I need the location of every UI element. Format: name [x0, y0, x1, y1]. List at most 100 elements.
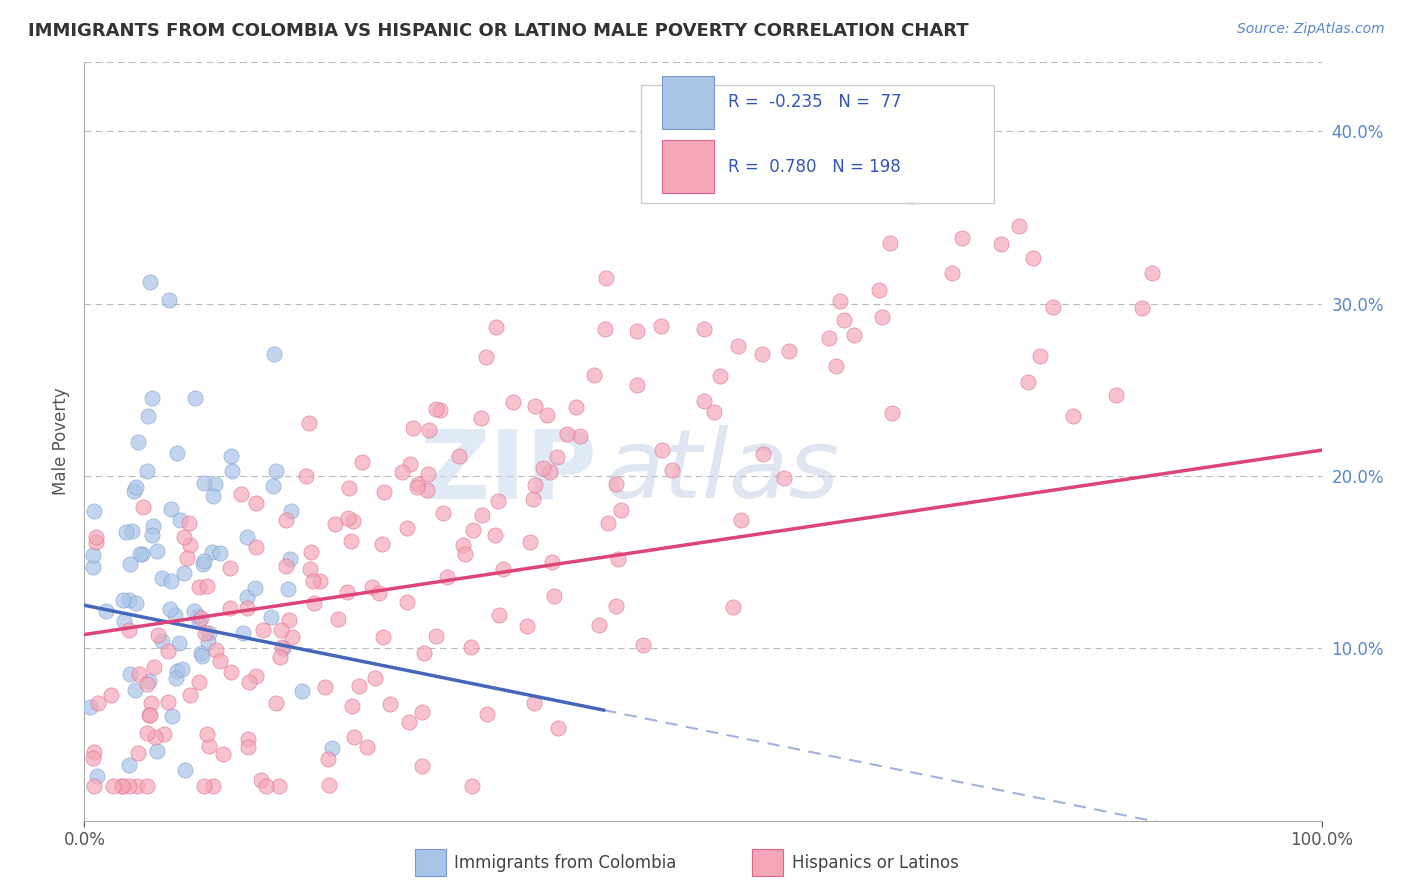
Point [156, 644, 179, 658]
Point [118, 593, 141, 607]
Point [371, 631, 394, 645]
Point [118, 779, 141, 793]
Point [336, 584, 359, 599]
Point [146, 628, 169, 642]
Point [395, 521, 418, 535]
Point [209, 654, 232, 668]
Point [212, 747, 235, 761]
Point [270, 623, 292, 637]
Point [245, 496, 267, 510]
Point [824, 359, 846, 374]
Point [122, 483, 145, 498]
Point [254, 779, 277, 793]
Point [221, 465, 243, 479]
Point [236, 530, 259, 544]
Point [880, 406, 903, 420]
Point [86, 769, 108, 783]
Point [818, 331, 841, 345]
Point [523, 696, 546, 710]
Point [205, 643, 228, 657]
Point [278, 552, 301, 566]
Point [236, 600, 259, 615]
Point [131, 547, 153, 561]
Point [396, 595, 419, 609]
Point [139, 696, 162, 710]
Point [87, 696, 110, 710]
Point [502, 395, 524, 409]
Point [879, 235, 901, 250]
Point [82, 750, 104, 764]
Point [425, 629, 447, 643]
Point [250, 773, 273, 788]
Point [595, 271, 617, 285]
Point [143, 660, 166, 674]
Point [453, 538, 475, 552]
Point [245, 540, 267, 554]
Point [522, 491, 544, 506]
Point [111, 779, 134, 793]
Text: R =  -0.235   N =  77: R = -0.235 N = 77 [728, 94, 901, 112]
Point [356, 740, 378, 755]
Point [1008, 219, 1031, 233]
Point [302, 574, 325, 588]
Point [138, 708, 160, 723]
Point [772, 470, 794, 484]
Point [721, 599, 744, 614]
Point [176, 551, 198, 566]
Point [460, 640, 482, 655]
Point [124, 683, 146, 698]
Point [834, 312, 856, 326]
Point [209, 546, 232, 560]
Point [541, 555, 564, 569]
Point [398, 714, 420, 729]
Point [488, 607, 510, 622]
Point [1042, 301, 1064, 315]
Point [100, 688, 122, 702]
Point [519, 535, 541, 549]
Point [990, 237, 1012, 252]
Point [79, 699, 101, 714]
Point [195, 579, 218, 593]
Point [484, 527, 506, 541]
Point [111, 592, 134, 607]
Point [340, 699, 363, 714]
Point [270, 640, 292, 655]
Point [531, 461, 554, 475]
Point [461, 779, 484, 793]
Point [661, 463, 683, 477]
Point [166, 445, 188, 459]
Point [280, 504, 302, 518]
Point [416, 467, 439, 482]
Point [339, 533, 361, 548]
Point [173, 763, 195, 777]
Point [179, 516, 201, 531]
Point [231, 487, 253, 501]
Point [201, 544, 224, 558]
Point [197, 739, 219, 753]
Point [278, 613, 301, 627]
Point [536, 409, 558, 423]
Point [343, 730, 366, 744]
Point [94, 604, 117, 618]
Point [142, 518, 165, 533]
Point [901, 175, 924, 189]
Point [135, 779, 157, 793]
Point [298, 562, 321, 576]
Point [416, 483, 439, 497]
Point [454, 547, 477, 561]
Point [145, 744, 167, 758]
Point [195, 727, 218, 741]
Point [187, 614, 209, 628]
Point [267, 779, 290, 793]
Point [309, 574, 332, 588]
Point [593, 322, 616, 336]
Point [82, 560, 104, 574]
Point [276, 513, 298, 527]
Point [141, 391, 163, 405]
Point [778, 343, 800, 358]
Point [316, 752, 339, 766]
Point [202, 489, 225, 503]
Point [138, 708, 160, 723]
Point [111, 779, 134, 793]
Point [516, 619, 538, 633]
